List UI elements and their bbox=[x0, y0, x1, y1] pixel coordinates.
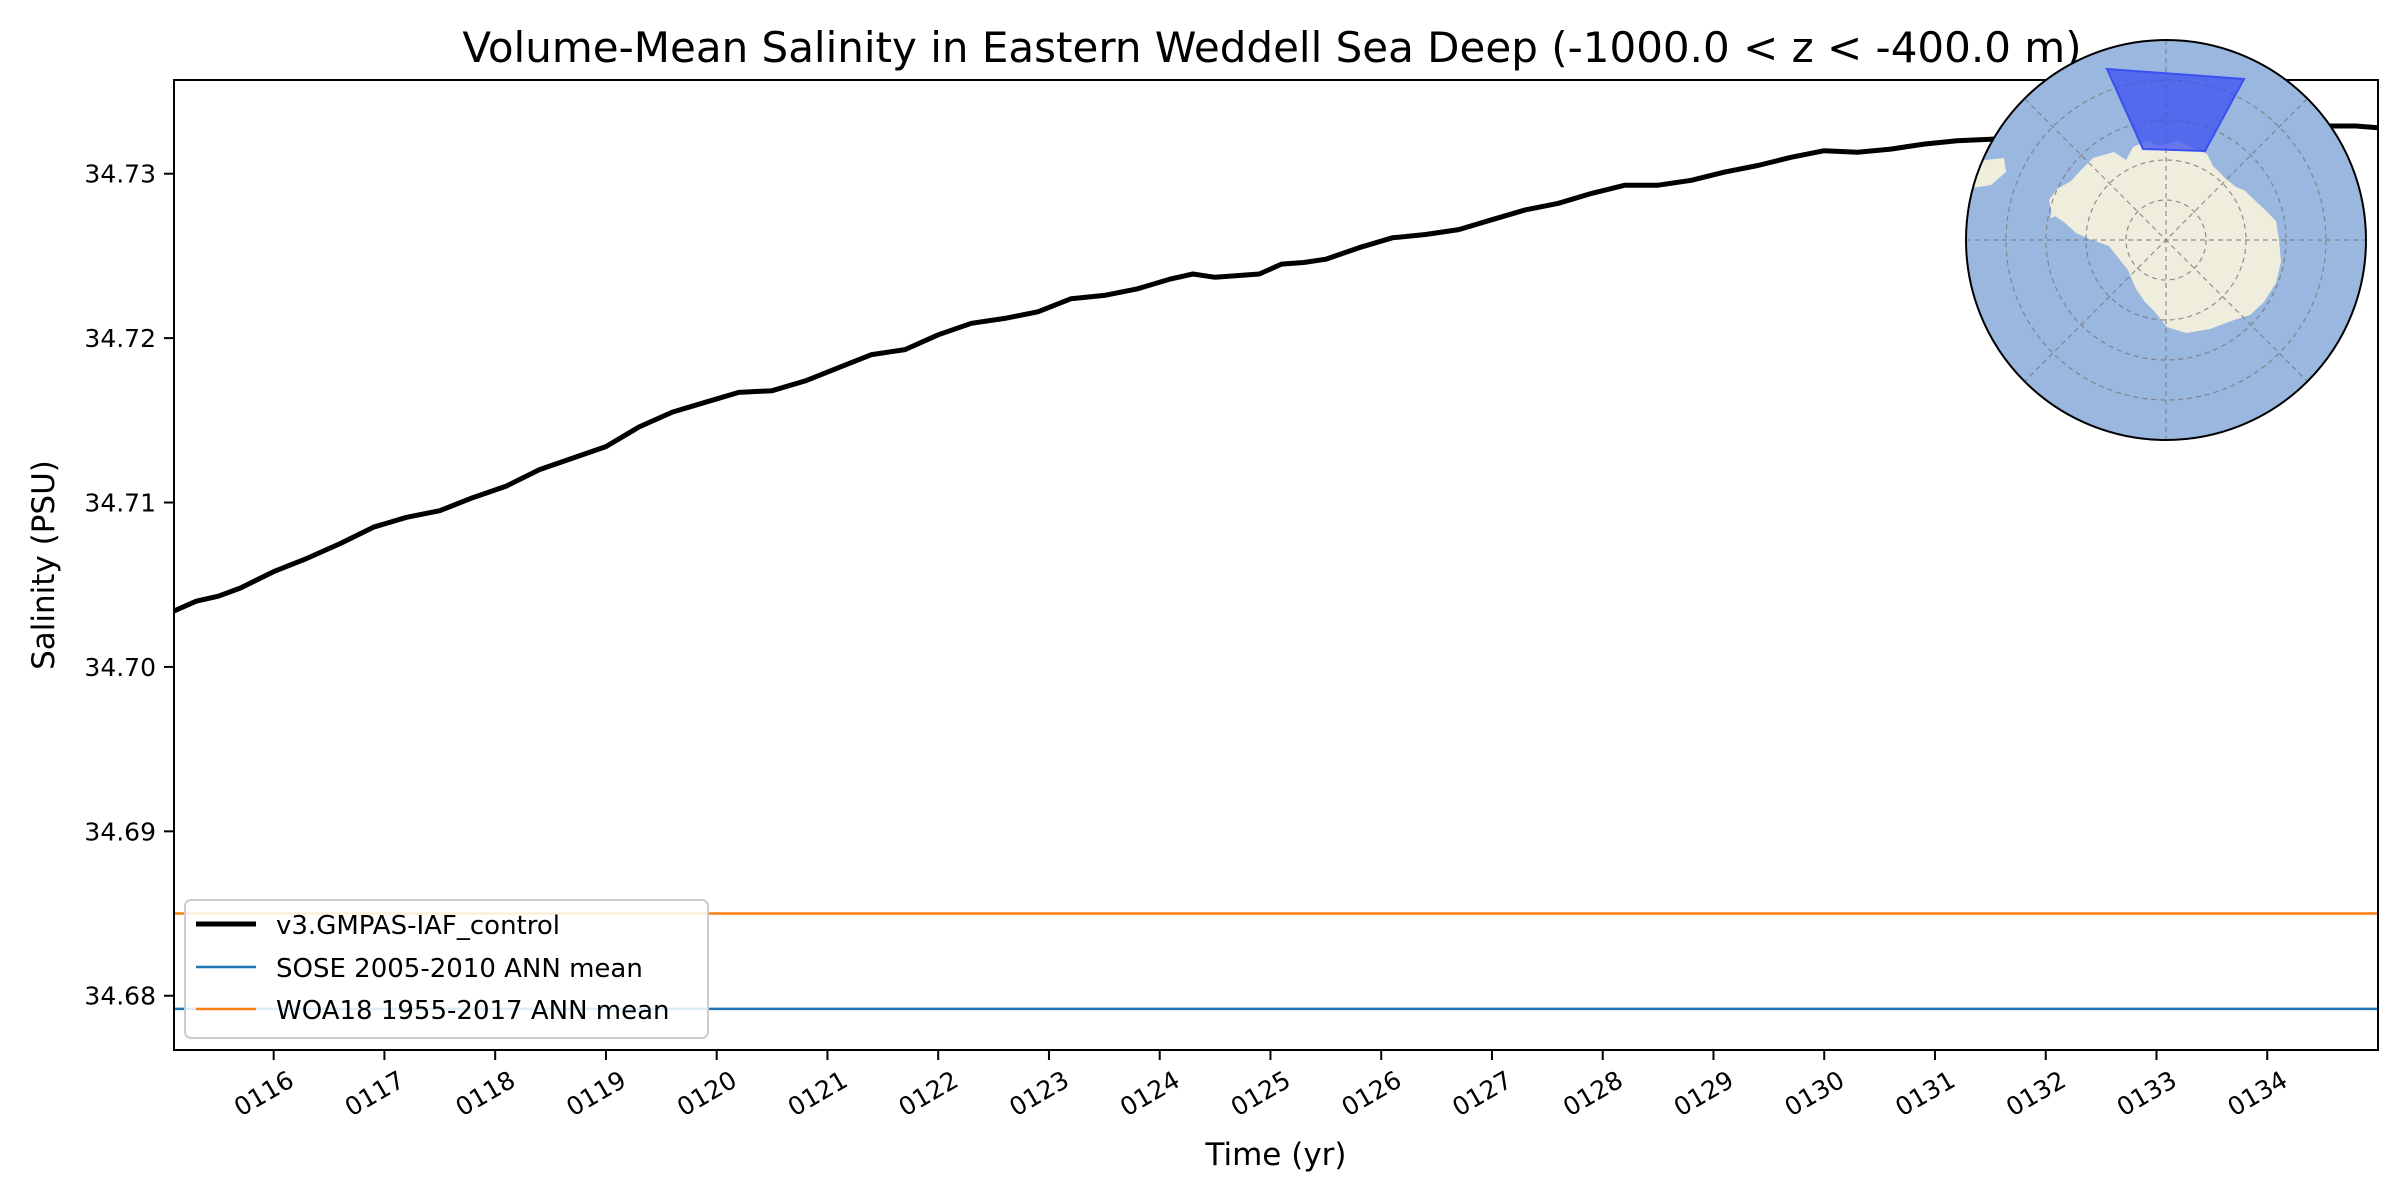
weddell-region-highlight bbox=[2105, 67, 2246, 153]
y-tick-label: 34.70 bbox=[84, 653, 156, 682]
x-tick-label: 0130 bbox=[1780, 1065, 1850, 1122]
y-tick-label: 34.71 bbox=[84, 489, 156, 518]
y-tick-label: 34.73 bbox=[84, 160, 156, 189]
x-tick-label: 0134 bbox=[2223, 1065, 2293, 1122]
antarctic-inset-map bbox=[1965, 39, 2367, 441]
x-tick-label: 0123 bbox=[1004, 1065, 1074, 1122]
x-tick-label: 0125 bbox=[1226, 1065, 1296, 1122]
x-tick-label: 0127 bbox=[1447, 1065, 1517, 1122]
x-tick-label: 0126 bbox=[1337, 1065, 1407, 1122]
antarctica-landmass bbox=[2049, 141, 2281, 333]
x-tick-label: 0121 bbox=[783, 1065, 853, 1122]
legend: v3.GMPAS-IAF_control SOSE 2005-2010 ANN … bbox=[184, 899, 709, 1039]
legend-label: WOA18 1955-2017 ANN mean bbox=[276, 996, 670, 1026]
x-tick-label: 0131 bbox=[1890, 1065, 1960, 1122]
x-tick-label: 0124 bbox=[1115, 1065, 1185, 1122]
legend-item: WOA18 1955-2017 ANN mean bbox=[196, 996, 670, 1026]
x-tick-label: 0119 bbox=[561, 1065, 631, 1122]
x-tick-label: 0120 bbox=[672, 1065, 742, 1122]
x-tick-label: 0132 bbox=[2001, 1065, 2071, 1122]
x-tick-label: 0122 bbox=[894, 1065, 964, 1122]
y-tick-label: 34.68 bbox=[84, 982, 156, 1011]
x-axis-label: Time (yr) bbox=[1205, 1137, 1347, 1173]
y-tick-label: 34.72 bbox=[84, 324, 156, 353]
x-tick-label: 0116 bbox=[229, 1065, 299, 1122]
x-tick-label: 0133 bbox=[2112, 1065, 2182, 1122]
legend-label: v3.GMPAS-IAF_control bbox=[276, 911, 560, 941]
x-tick-label: 0129 bbox=[1669, 1065, 1739, 1122]
legend-frame bbox=[184, 899, 709, 1039]
plot-frame bbox=[173, 79, 2379, 1051]
legend-item: SOSE 2005-2010 ANN mean bbox=[196, 954, 643, 984]
legend-label: SOSE 2005-2010 ANN mean bbox=[276, 954, 643, 984]
map-outline bbox=[1965, 39, 2367, 441]
x-axis: 0116 0117 0118 0119 0120 0121 0122 0123 0124 0125… bbox=[229, 1050, 2292, 1122]
x-tick-label: 0128 bbox=[1558, 1065, 1628, 1122]
legend-item: v3.GMPAS-IAF_control bbox=[196, 911, 560, 941]
y-tick-label: 34.69 bbox=[84, 817, 156, 846]
antarctic-peninsula bbox=[2050, 185, 2087, 218]
y-axis-label: Salinity (PSU) bbox=[26, 460, 62, 670]
y-axis: 34.68 34.69 34.70 34.71 34.72 34.73 bbox=[84, 160, 174, 1011]
chart-title: Volume-Mean Salinity in Eastern Weddell … bbox=[462, 23, 2081, 72]
x-tick-label: 0118 bbox=[451, 1065, 521, 1122]
x-tick-label: 0117 bbox=[340, 1065, 410, 1122]
